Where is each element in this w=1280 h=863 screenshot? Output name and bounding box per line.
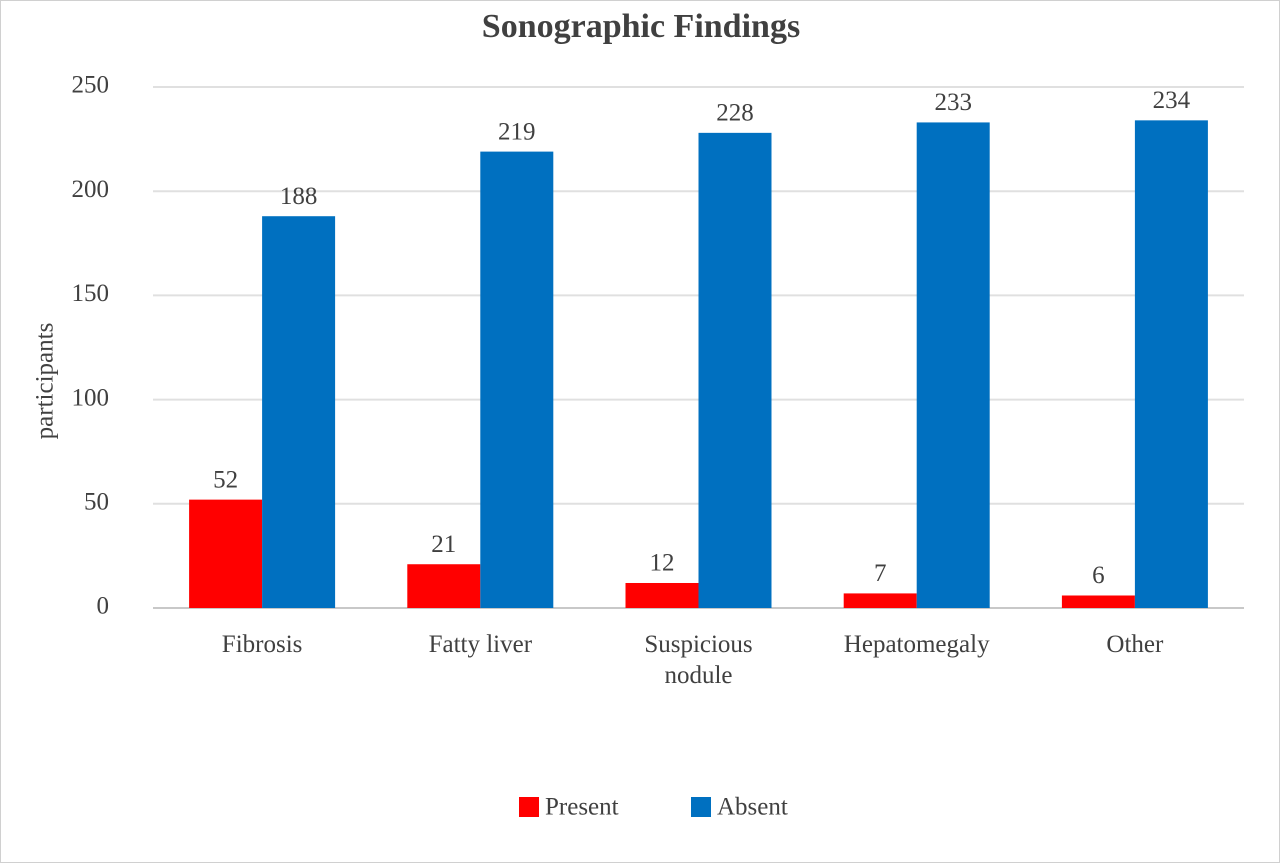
legend-label: Absent bbox=[717, 794, 788, 821]
y-tick-label: 150 bbox=[72, 280, 110, 307]
bar bbox=[407, 564, 481, 608]
legend-swatch bbox=[519, 797, 539, 817]
x-tick-label: Hepatomegaly bbox=[843, 631, 990, 658]
legend-swatch bbox=[691, 797, 711, 817]
x-tick-label: Fibrosis bbox=[221, 631, 303, 658]
y-tick-label: 200 bbox=[72, 176, 110, 203]
chart-title: Sonographic Findings bbox=[482, 8, 800, 45]
x-tick-label: Suspicious nodule bbox=[644, 631, 753, 689]
y-tick-label: 250 bbox=[72, 72, 110, 99]
value-label: 234 bbox=[1153, 87, 1191, 114]
value-label: 6 bbox=[1092, 562, 1105, 589]
legend-label: Present bbox=[545, 794, 619, 821]
y-axis-title: participants bbox=[32, 323, 59, 440]
value-label: 52 bbox=[213, 466, 238, 493]
bar bbox=[189, 499, 263, 608]
bar bbox=[1061, 595, 1135, 608]
y-tick-label: 50 bbox=[84, 489, 109, 516]
value-label: 228 bbox=[716, 100, 754, 127]
bar bbox=[480, 151, 554, 608]
x-tick-label: Fatty liver bbox=[428, 631, 533, 658]
bar bbox=[262, 216, 336, 608]
y-tick-label: 100 bbox=[72, 384, 110, 411]
bar bbox=[916, 122, 990, 608]
value-label: 188 bbox=[280, 183, 318, 210]
y-tick-label: 0 bbox=[97, 593, 110, 620]
bar bbox=[843, 593, 917, 608]
value-label: 21 bbox=[431, 531, 456, 558]
value-label: 7 bbox=[874, 560, 887, 587]
bar bbox=[698, 132, 772, 608]
value-label: 233 bbox=[934, 89, 972, 116]
x-tick-label: Other bbox=[1106, 631, 1164, 658]
value-label: 12 bbox=[650, 550, 675, 577]
bar bbox=[1134, 120, 1208, 609]
value-label: 219 bbox=[498, 118, 536, 145]
bar bbox=[625, 582, 699, 608]
